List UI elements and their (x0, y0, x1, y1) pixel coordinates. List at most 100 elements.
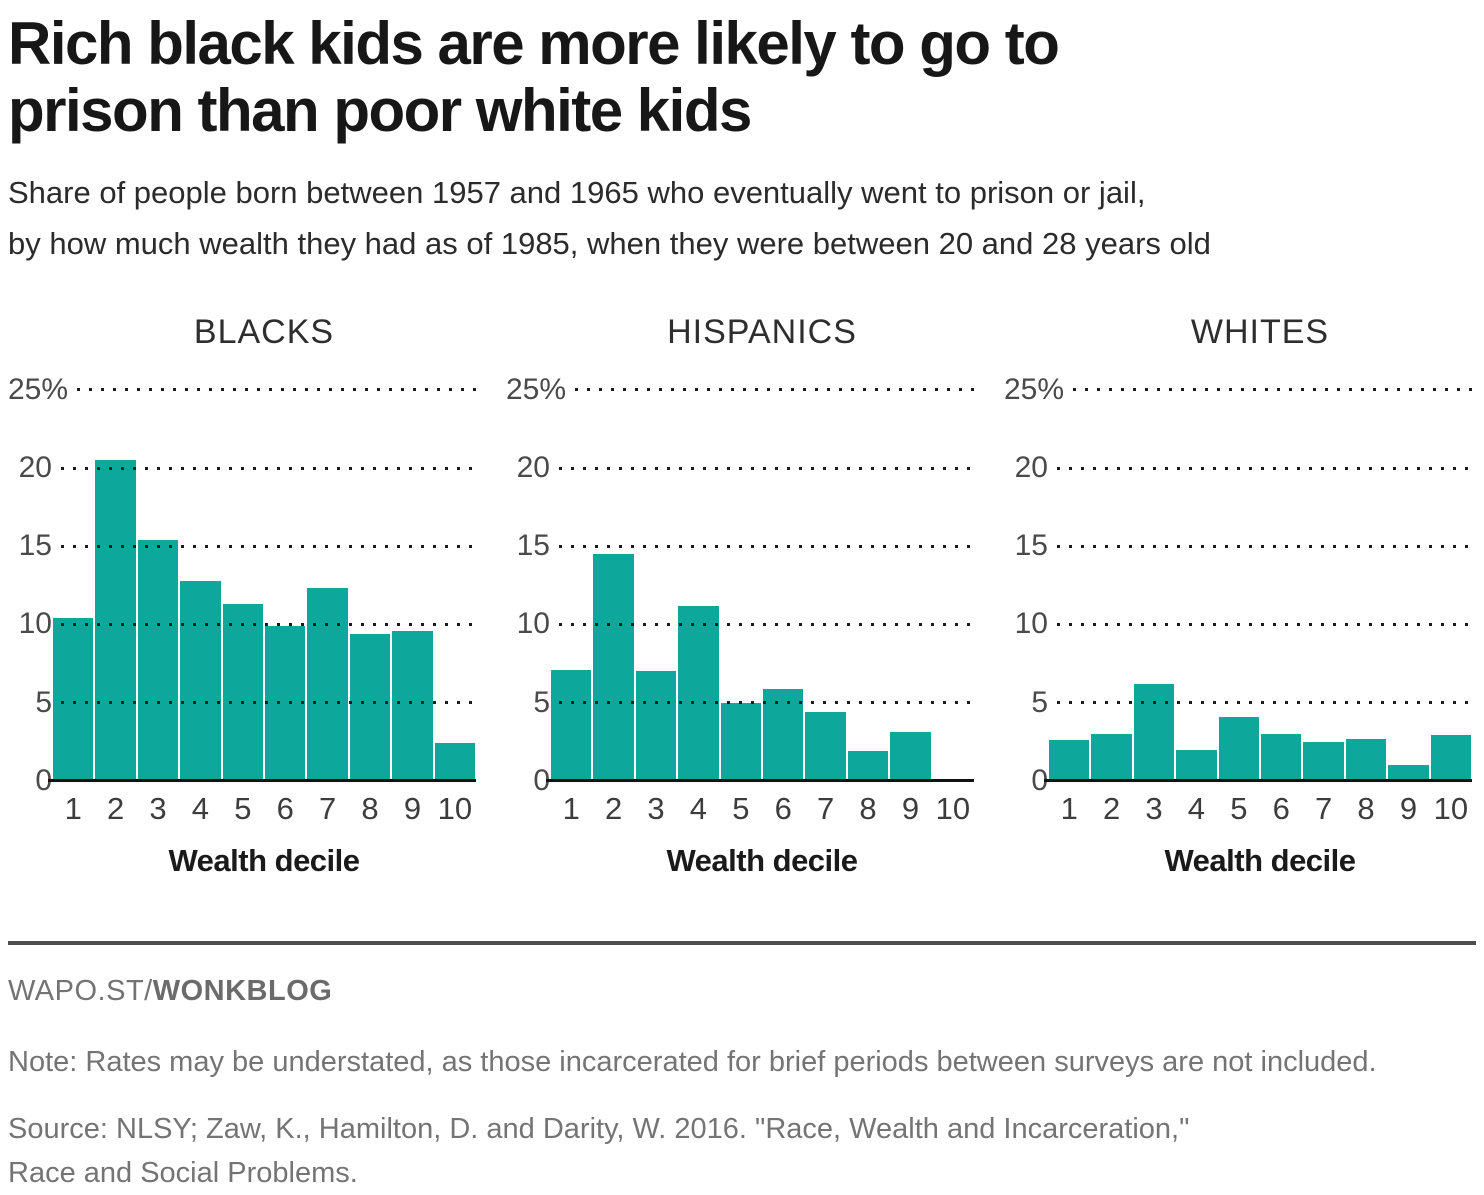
bar-slot-decile-7 (804, 390, 846, 781)
y-tick-label: 0 (1031, 763, 1048, 797)
bar-decile-6 (1261, 733, 1302, 781)
page-title: Rich black kids are more likely to go to… (8, 10, 1060, 145)
bar-slot-decile-10 (932, 390, 974, 781)
chart-subtitle: Share of people born between 1957 and 19… (8, 175, 1211, 261)
x-tick-label: 2 (1102, 790, 1121, 826)
bars-group (550, 390, 974, 781)
bar-decile-2 (1091, 733, 1132, 781)
bar-slot-decile-3 (137, 390, 179, 781)
bar-slot-decile-2 (94, 390, 136, 781)
bar-decile-6 (265, 625, 306, 781)
bar-slot-decile-2 (592, 390, 634, 781)
x-axis-title: Wealth decile (1164, 842, 1356, 878)
brand-wonkblog: WONKBLOG (152, 974, 333, 1007)
x-tick-label: 4 (191, 790, 210, 826)
x-tick-label: 1 (562, 790, 580, 826)
bar-decile-5 (222, 604, 264, 781)
bar-decile-9 (392, 630, 433, 781)
y-tick-label: 10 (516, 607, 550, 641)
bar-slot-decile-5 (1218, 390, 1260, 781)
x-tick-label: 4 (1187, 790, 1206, 826)
x-tick-label: 9 (403, 790, 422, 826)
x-axis-title: Wealth decile (666, 842, 858, 878)
x-tick-label: 5 (234, 790, 252, 826)
x-axis-title: Wealth decile (168, 842, 360, 878)
bar-decile-9 (1388, 765, 1429, 781)
plot-area: 25% 20 15 10 5 0 (8, 374, 480, 795)
bar-slot-decile-10 (1430, 390, 1472, 781)
bar-decile-7 (1303, 741, 1344, 781)
y-tick-label: 20 (18, 451, 52, 484)
bar-decile-4 (1176, 749, 1217, 781)
y-tick-label: 15 (18, 529, 52, 563)
bar-decile-10 (1430, 735, 1472, 781)
x-tick-label: 6 (1272, 790, 1290, 826)
bar-decile-6 (763, 688, 804, 781)
charts-row: BLACKS 25% 20 15 10 5 0 1 2 3 4 5 6 7 8 9 10 Wealth decil… (8, 313, 1476, 879)
x-tick-label: 10 (935, 790, 971, 826)
x-tick-label: 1 (1060, 790, 1078, 826)
brand-line: WAPO.ST/WONKBLOG (8, 975, 1476, 1008)
bar-slot-decile-10 (434, 390, 476, 781)
chart-panel-hispanics: HISPANICS 25% 20 15 10 5 0 1 2 3 4 5 6 7 8 9 10 Wealth de… (506, 313, 978, 879)
bar-slot-decile-5 (720, 390, 762, 781)
x-axis-line (48, 778, 476, 782)
x-tick-label: 8 (1357, 790, 1375, 826)
x-tick-label: 7 (319, 790, 337, 826)
bar-decile-8 (1345, 738, 1387, 781)
bar-slot-decile-7 (1302, 390, 1344, 781)
bar-slot-decile-2 (1090, 390, 1132, 781)
y-tick-label: 10 (18, 607, 52, 641)
bar-decile-8 (847, 751, 889, 781)
bar-slot-decile-9 (391, 390, 433, 781)
bar-decile-7 (805, 712, 846, 781)
x-tick-label: 1 (64, 790, 82, 826)
bar-slot-decile-3 (635, 390, 677, 781)
bar-slot-decile-9 (889, 390, 931, 781)
y-tick-label: 20 (516, 451, 550, 484)
y-tick-label: 0 (35, 763, 52, 797)
bars-group (1048, 390, 1472, 781)
bar-slot-decile-4 (179, 390, 221, 781)
footnote: Note: Rates may be understated, as those… (8, 1045, 1377, 1078)
bar-slot-decile-8 (847, 390, 889, 781)
y-tick-label: 15 (516, 529, 550, 563)
x-tick-label: 5 (1230, 790, 1248, 826)
x-axis-line (1044, 778, 1472, 782)
chart-panel-title: WHITES (1190, 312, 1330, 351)
bar-decile-3 (137, 539, 179, 781)
chart-panel-title: HISPANICS (667, 312, 857, 351)
plot-area: 25% 20 15 10 5 0 (506, 374, 978, 795)
bars-group (52, 390, 476, 781)
x-tick-label: 3 (1145, 790, 1163, 826)
bar-decile-1 (551, 669, 592, 781)
plot-area: 25% 20 15 10 5 0 (1004, 374, 1476, 795)
bar-slot-decile-4 (677, 390, 719, 781)
bar-slot-decile-8 (1345, 390, 1387, 781)
bar-slot-decile-4 (1175, 390, 1217, 781)
bar-decile-8 (349, 633, 391, 781)
bar-decile-5 (720, 702, 762, 781)
brand-prefix: WAPO.ST/ (8, 974, 153, 1007)
x-axis-line (546, 778, 974, 782)
x-tick-labels: 1 2 3 4 5 6 7 8 9 10 (52, 791, 476, 827)
y-tick-label: 5 (533, 685, 550, 719)
bar-slot-decile-5 (222, 390, 264, 781)
x-tick-label: 9 (901, 790, 920, 826)
bar-decile-4 (678, 605, 719, 781)
x-tick-label: 6 (276, 790, 294, 826)
bar-decile-9 (890, 732, 931, 781)
x-tick-label: 7 (817, 790, 835, 826)
x-tick-label: 4 (689, 790, 708, 826)
bar-decile-3 (1133, 683, 1175, 781)
bar-decile-5 (1218, 716, 1260, 781)
bar-decile-7 (307, 588, 348, 781)
bar-decile-4 (180, 580, 221, 781)
x-tick-label: 10 (1433, 790, 1469, 826)
x-tick-label: 3 (149, 790, 167, 826)
chart-panel-title: BLACKS (193, 312, 335, 351)
y-tick-label: 15 (1014, 529, 1048, 563)
bar-slot-decile-6 (1260, 390, 1302, 781)
bar-slot-decile-1 (550, 390, 592, 781)
